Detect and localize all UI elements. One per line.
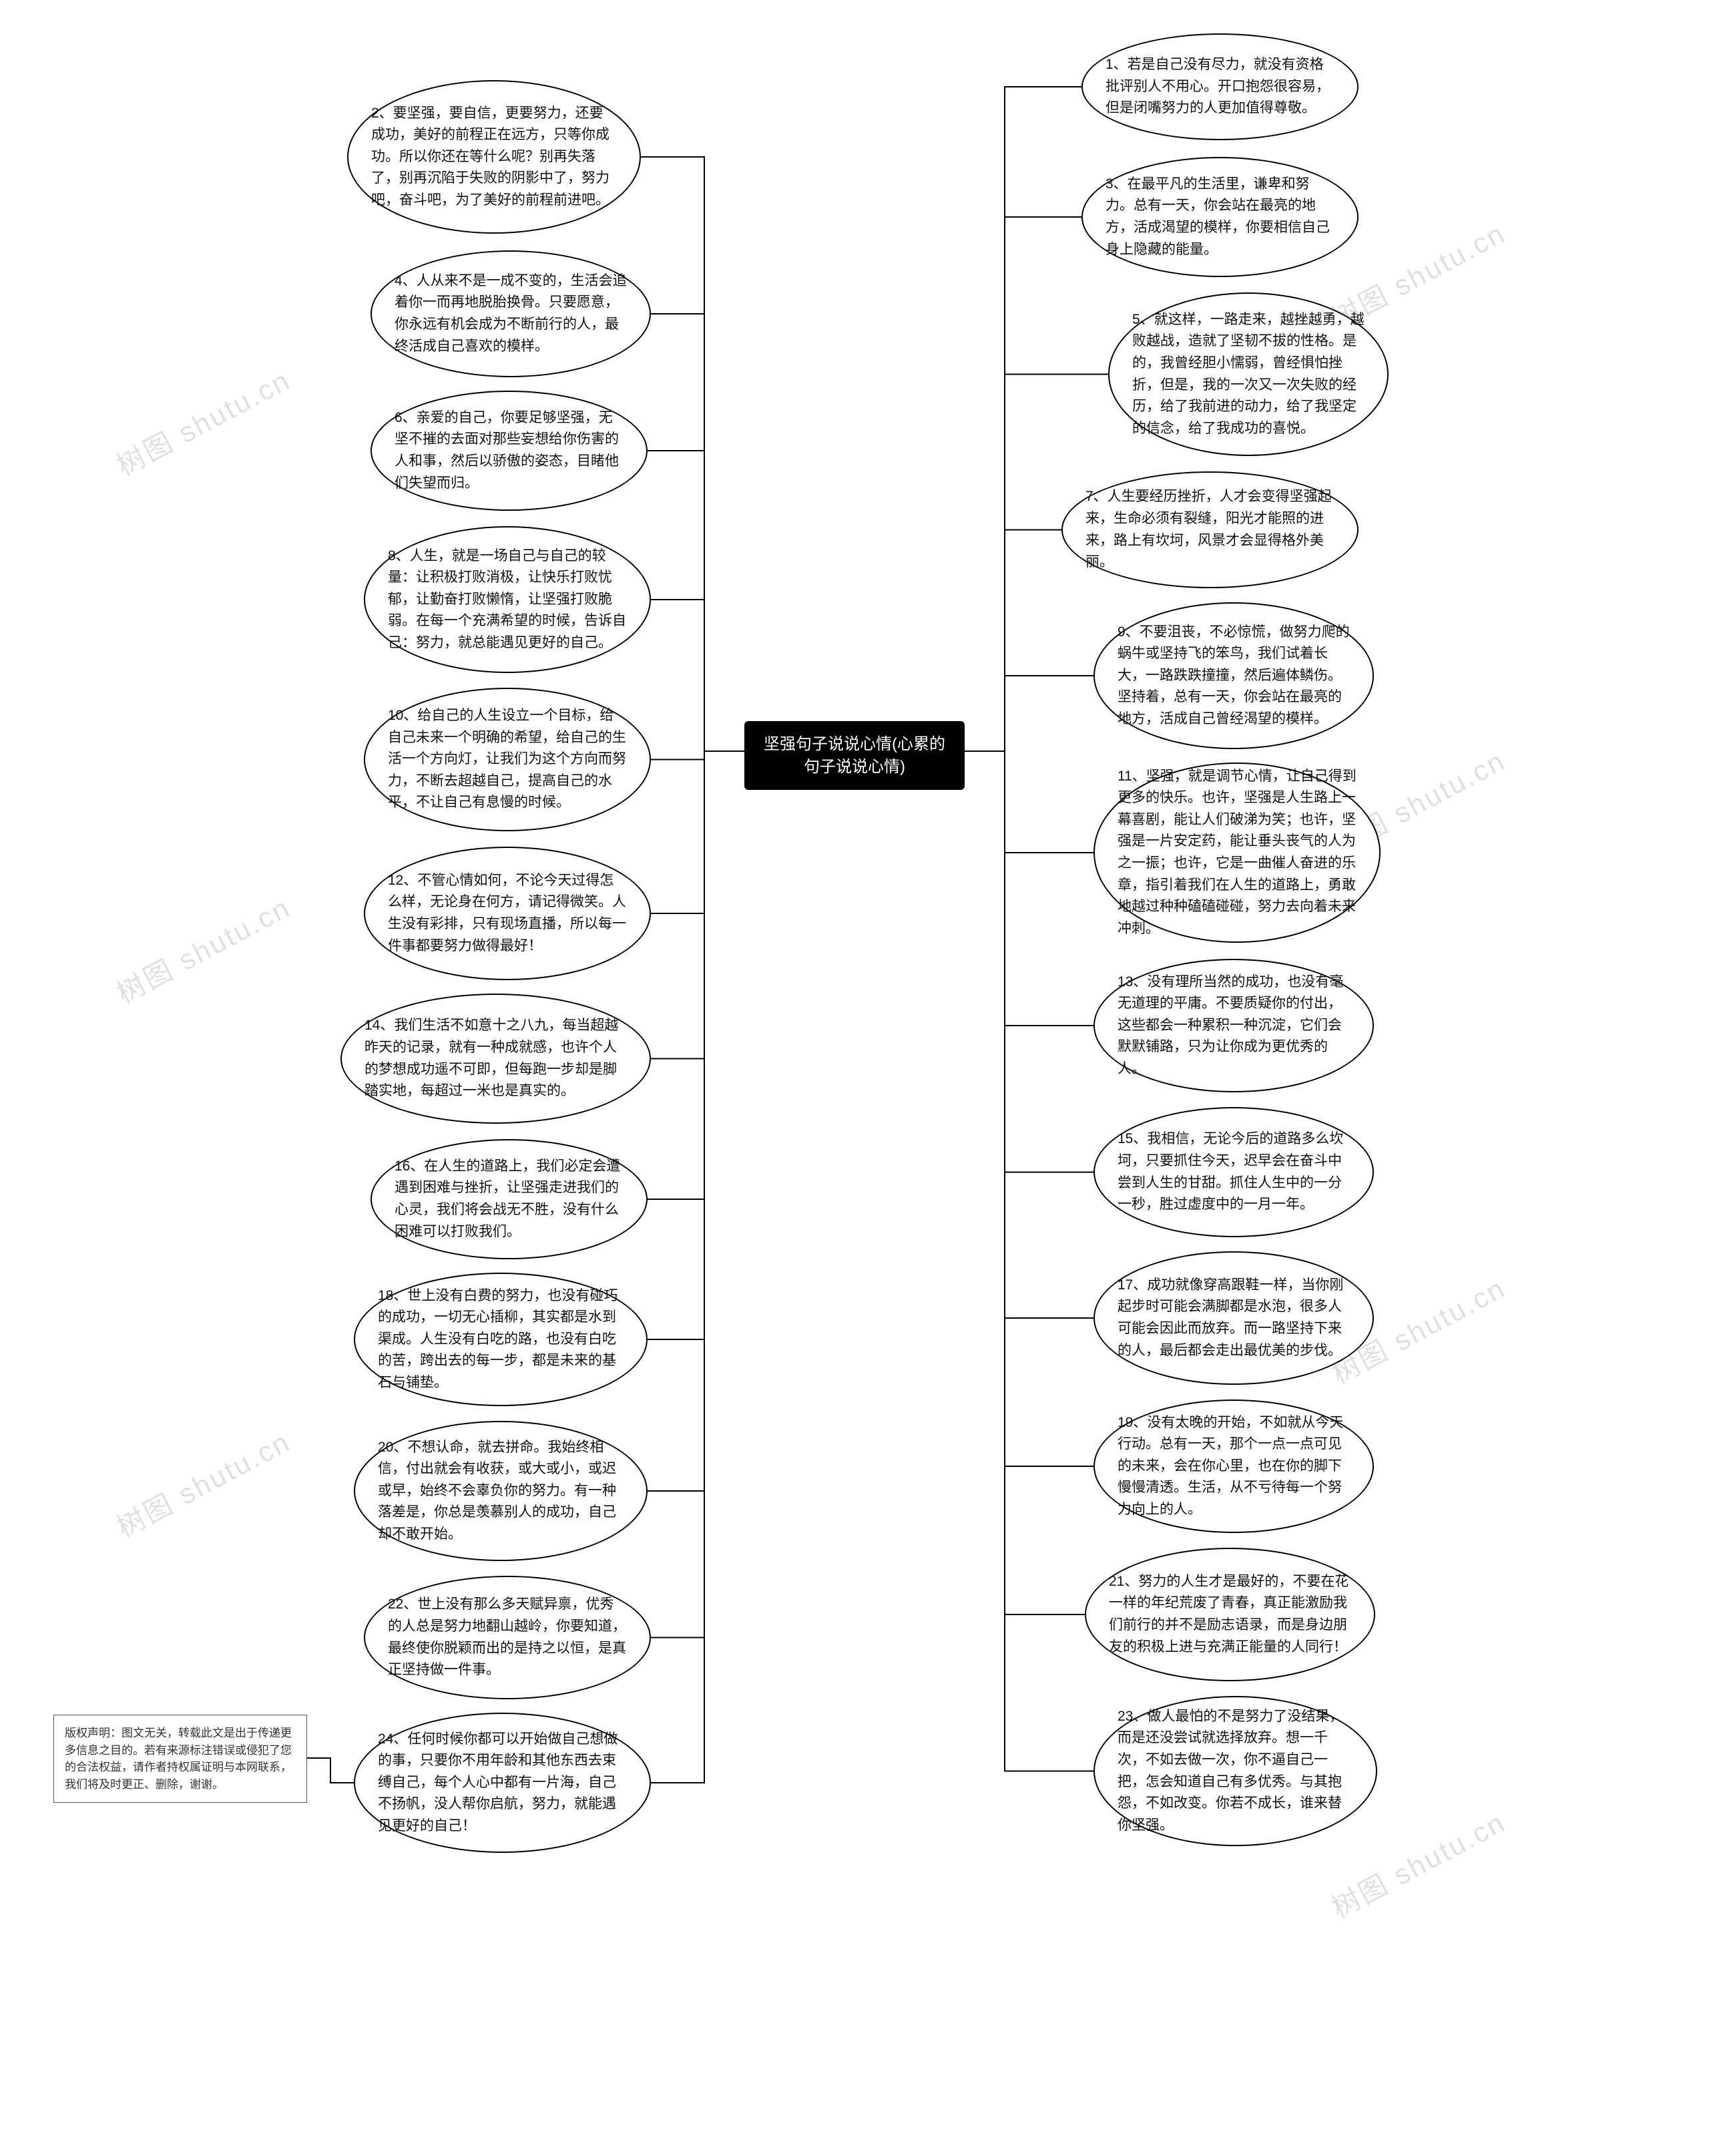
node-text: 11、坚强，就是调节心情，让自己得到更多的快乐。也许，坚强是人生路上一幕喜剧，能… — [1118, 766, 1357, 939]
center-topic-label: 坚强句子说说心情(心累的句子说说心情) — [764, 735, 945, 776]
node-n19[interactable]: 19、没有太晚的开始，不如就从今天行动。总有一天，那个一点一点可见的未来，会在你… — [1093, 1399, 1374, 1533]
watermark: 树图 shutu.cn — [109, 358, 297, 484]
mindmap-canvas: 坚强句子说说心情(心累的句子说说心情) 2、要坚强，要自信，更要努力，还要成功，… — [0, 0, 1709, 2156]
connector — [651, 751, 744, 913]
node-n3[interactable]: 3、在最平凡的生活里，谦卑和努力。总有一天，你会站在最亮的地方，活成渴望的模样，… — [1081, 157, 1359, 277]
node-text: 10、给自己的人生设立一个目标，给自己未来一个明确的希望，给自己的生活一个方向灯… — [388, 705, 627, 814]
connector — [651, 600, 744, 751]
connector — [965, 751, 1093, 1026]
connector — [651, 751, 744, 1783]
connector — [965, 751, 1085, 1614]
node-text: 7、人生要经历挫折，人才会变得坚强起来，生命必须有裂缝，阳光才能照的进来，路上有… — [1085, 486, 1334, 573]
node-n15[interactable]: 15、我相信，无论今后的道路多么坎坷，只要抓住今天，迟早会在奋斗中尝到人生的甘甜… — [1093, 1107, 1374, 1237]
node-text: 5、就这样，一路走来，越挫越勇，越败越战，造就了坚韧不拔的性格。是的，我曾经胆小… — [1132, 309, 1365, 439]
watermark: 树图 shutu.cn — [109, 885, 297, 1012]
copyright-box: 版权声明：图文无关，转载此文是出于传递更多信息之目的。若有来源标注错误或侵犯了您… — [53, 1715, 307, 1803]
node-n24[interactable]: 24、任何时候你都可以开始做自己想做的事，只要你不用年龄和其他东西去束缚自己，每… — [354, 1713, 651, 1853]
node-n1[interactable]: 1、若是自己没有尽力，就没有资格批评别人不用心。开口抱怨很容易，但是闭嘴努力的人… — [1081, 33, 1359, 140]
node-text: 1、若是自己没有尽力，就没有资格批评别人不用心。开口抱怨很容易，但是闭嘴努力的人… — [1106, 54, 1334, 120]
center-topic[interactable]: 坚强句子说说心情(心累的句子说说心情) — [744, 721, 965, 790]
connector — [648, 451, 744, 751]
node-text: 23、做人最怕的不是努力了没结果，而是还没尝试就选择放弃。想一千次，不如去做一次… — [1118, 1706, 1353, 1836]
connector — [307, 1758, 354, 1783]
node-text: 21、努力的人生才是最好的，不要在花一样的年纪荒废了青春，真正能激励我们前行的并… — [1109, 1571, 1351, 1658]
node-text: 2、要坚强，要自信，更要努力，还要成功，美好的前程正在远方，只等你成功。所以你还… — [371, 103, 617, 212]
node-n8[interactable]: 8、人生，就是一场自己与自己的较量：让积极打败消极，让快乐打败忧郁，让勤奋打败懒… — [364, 526, 651, 673]
node-text: 19、没有太晚的开始，不如就从今天行动。总有一天，那个一点一点可见的未来，会在你… — [1118, 1412, 1350, 1521]
node-text: 9、不要沮丧，不必惊慌，做努力爬的蜗牛或坚持飞的笨鸟，我们试着长大，一路跌跌撞撞… — [1118, 622, 1350, 730]
node-n2[interactable]: 2、要坚强，要自信，更要努力，还要成功，美好的前程正在远方，只等你成功。所以你还… — [347, 80, 641, 234]
node-text: 17、成功就像穿高跟鞋一样，当你刚起步时可能会满脚都是水泡，很多人可能会因此而放… — [1118, 1275, 1350, 1361]
connector — [651, 751, 744, 760]
connectors-layer — [0, 0, 1709, 2156]
node-n14[interactable]: 14、我们生活不如意十之八九，每当超越昨天的记录，就有一种成就感，也许个人的梦想… — [340, 994, 651, 1124]
watermark: 树图 shutu.cn — [109, 1420, 297, 1546]
connector — [648, 751, 744, 1199]
node-text: 24、任何时候你都可以开始做自己想做的事，只要你不用年龄和其他东西去束缚自己，每… — [378, 1729, 627, 1838]
node-text: 4、人从来不是一成不变的，生活会追着你一而再地脱胎换骨。只要愿意，你永远有机会成… — [395, 270, 627, 357]
connector — [965, 217, 1081, 751]
node-text: 6、亲爱的自己，你要足够坚强，无坚不摧的去面对那些妄想给你伤害的人和事，然后以骄… — [395, 407, 624, 494]
connector — [965, 676, 1093, 751]
node-n11[interactable]: 11、坚强，就是调节心情，让自己得到更多的快乐。也许，坚强是人生路上一幕喜剧，能… — [1093, 763, 1381, 943]
node-text: 14、我们生活不如意十之八九，每当超越昨天的记录，就有一种成就感，也许个人的梦想… — [364, 1015, 627, 1102]
node-text: 16、在人生的道路上，我们必定会遭遇到困难与挫折，让坚强走进我们的心灵，我们将会… — [395, 1156, 624, 1243]
connector — [641, 157, 744, 751]
node-n21[interactable]: 21、努力的人生才是最好的，不要在花一样的年纪荒废了青春，真正能激励我们前行的并… — [1085, 1548, 1375, 1681]
connector — [965, 751, 1093, 853]
connector — [651, 314, 744, 751]
node-text: 20、不想认命，就去拼命。我始终相信，付出就会有收获，或大或小，或迟或早，始终不… — [378, 1437, 624, 1546]
node-text: 12、不管心情如何，不论今天过得怎么样，无论身在何方，请记得微笑。人生没有彩排，… — [388, 870, 627, 957]
node-text: 13、没有理所当然的成功，也没有毫无道理的平庸。不要质疑你的付出，这些都会一种累… — [1118, 972, 1350, 1080]
node-n17[interactable]: 17、成功就像穿高跟鞋一样，当你刚起步时可能会满脚都是水泡，很多人可能会因此而放… — [1093, 1251, 1374, 1385]
connector — [965, 530, 1061, 752]
connector — [651, 751, 744, 1059]
node-n9[interactable]: 9、不要沮丧，不必惊慌，做努力爬的蜗牛或坚持飞的笨鸟，我们试着长大，一路跌跌撞撞… — [1093, 602, 1374, 749]
node-n23[interactable]: 23、做人最怕的不是努力了没结果，而是还没尝试就选择放弃。想一千次，不如去做一次… — [1093, 1696, 1377, 1846]
node-n10[interactable]: 10、给自己的人生设立一个目标，给自己未来一个明确的希望，给自己的生活一个方向灯… — [364, 688, 651, 831]
connector — [965, 751, 1093, 1771]
node-text: 15、我相信，无论今后的道路多么坎坷，只要抓住今天，迟早会在奋斗中尝到人生的甘甜… — [1118, 1128, 1350, 1215]
node-n22[interactable]: 22、世上没有那么多天赋异禀，优秀的人总是努力地翻山越岭，你要知道，最终使你脱颖… — [364, 1576, 651, 1699]
node-n13[interactable]: 13、没有理所当然的成功，也没有毫无道理的平庸。不要质疑你的付出，这些都会一种累… — [1093, 959, 1374, 1092]
node-n18[interactable]: 18、世上没有白费的努力，也没有碰巧的成功，一切无心插柳，其实都是水到渠成。人生… — [354, 1273, 648, 1406]
node-text: 3、在最平凡的生活里，谦卑和努力。总有一天，你会站在最亮的地方，活成渴望的模样，… — [1106, 174, 1334, 260]
connector — [965, 751, 1093, 1466]
connector — [965, 751, 1093, 1172]
node-text: 18、世上没有白费的努力，也没有碰巧的成功，一切无心插柳，其实都是水到渠成。人生… — [378, 1285, 624, 1394]
node-n4[interactable]: 4、人从来不是一成不变的，生活会追着你一而再地脱胎换骨。只要愿意，你永远有机会成… — [371, 250, 651, 377]
node-text: 22、世上没有那么多天赋异禀，优秀的人总是努力地翻山越岭，你要知道，最终使你脱颖… — [388, 1594, 627, 1681]
node-n16[interactable]: 16、在人生的道路上，我们必定会遭遇到困难与挫折，让坚强走进我们的心灵，我们将会… — [371, 1139, 648, 1259]
connector — [965, 751, 1093, 1318]
copyright-text: 版权声明：图文无关，转载此文是出于传递更多信息之目的。若有来源标注错误或侵犯了您… — [65, 1725, 296, 1793]
node-n5[interactable]: 5、就这样，一路走来，越挫越勇，越败越战，造就了坚韧不拔的性格。是的，我曾经胆小… — [1108, 292, 1389, 456]
connector — [648, 751, 744, 1491]
node-n6[interactable]: 6、亲爱的自己，你要足够坚强，无坚不摧的去面对那些妄想给你伤害的人和事，然后以骄… — [371, 391, 648, 511]
node-n20[interactable]: 20、不想认命，就去拼命。我始终相信，付出就会有收获，或大或小，或迟或早，始终不… — [354, 1421, 648, 1561]
connector — [651, 751, 744, 1638]
connector — [965, 87, 1081, 751]
connector — [648, 751, 744, 1339]
node-text: 8、人生，就是一场自己与自己的较量：让积极打败消极，让快乐打败忧郁，让勤奋打败懒… — [388, 546, 627, 654]
node-n12[interactable]: 12、不管心情如何，不论今天过得怎么样，无论身在何方，请记得微笑。人生没有彩排，… — [364, 847, 651, 980]
node-n7[interactable]: 7、人生要经历挫折，人才会变得坚强起来，生命必须有裂缝，阳光才能照的进来，路上有… — [1061, 471, 1359, 588]
